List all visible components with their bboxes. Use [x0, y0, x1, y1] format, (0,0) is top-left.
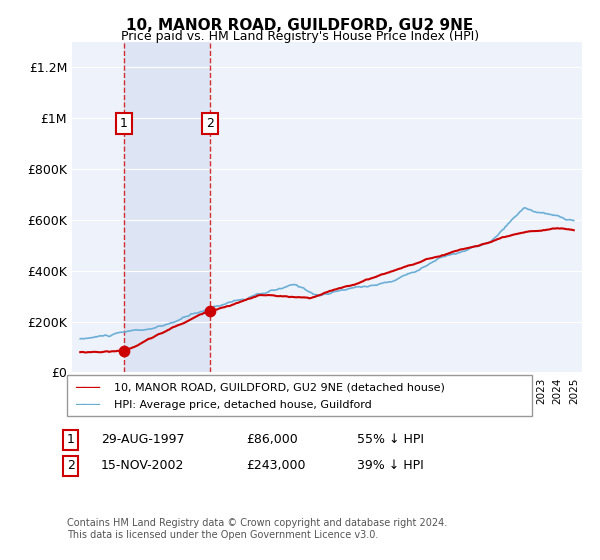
- Text: Contains HM Land Registry data © Crown copyright and database right 2024.
This d: Contains HM Land Registry data © Crown c…: [67, 518, 448, 540]
- Text: 39% ↓ HPI: 39% ↓ HPI: [357, 459, 424, 473]
- Text: 15-NOV-2002: 15-NOV-2002: [101, 459, 184, 473]
- Text: 55% ↓ HPI: 55% ↓ HPI: [357, 433, 424, 446]
- Text: 1: 1: [120, 117, 128, 130]
- Text: £86,000: £86,000: [246, 433, 298, 446]
- Text: 29-AUG-1997: 29-AUG-1997: [101, 433, 184, 446]
- Text: ───: ───: [75, 398, 100, 412]
- Point: [119, 346, 129, 355]
- Text: 2: 2: [67, 459, 75, 473]
- Text: £243,000: £243,000: [246, 459, 305, 473]
- Text: 2: 2: [206, 117, 214, 130]
- Text: 1: 1: [67, 433, 75, 446]
- Bar: [124, 42, 210, 372]
- Text: HPI: Average price, detached house, Guildford: HPI: Average price, detached house, Guil…: [114, 400, 372, 410]
- Point: [205, 306, 215, 315]
- Text: 10, MANOR ROAD, GUILDFORD, GU2 9NE (detached house): 10, MANOR ROAD, GUILDFORD, GU2 9NE (deta…: [114, 382, 445, 393]
- Text: Price paid vs. HM Land Registry's House Price Index (HPI): Price paid vs. HM Land Registry's House …: [121, 30, 479, 43]
- Text: ───: ───: [75, 381, 100, 394]
- Text: 10, MANOR ROAD, GUILDFORD, GU2 9NE: 10, MANOR ROAD, GUILDFORD, GU2 9NE: [127, 18, 473, 33]
